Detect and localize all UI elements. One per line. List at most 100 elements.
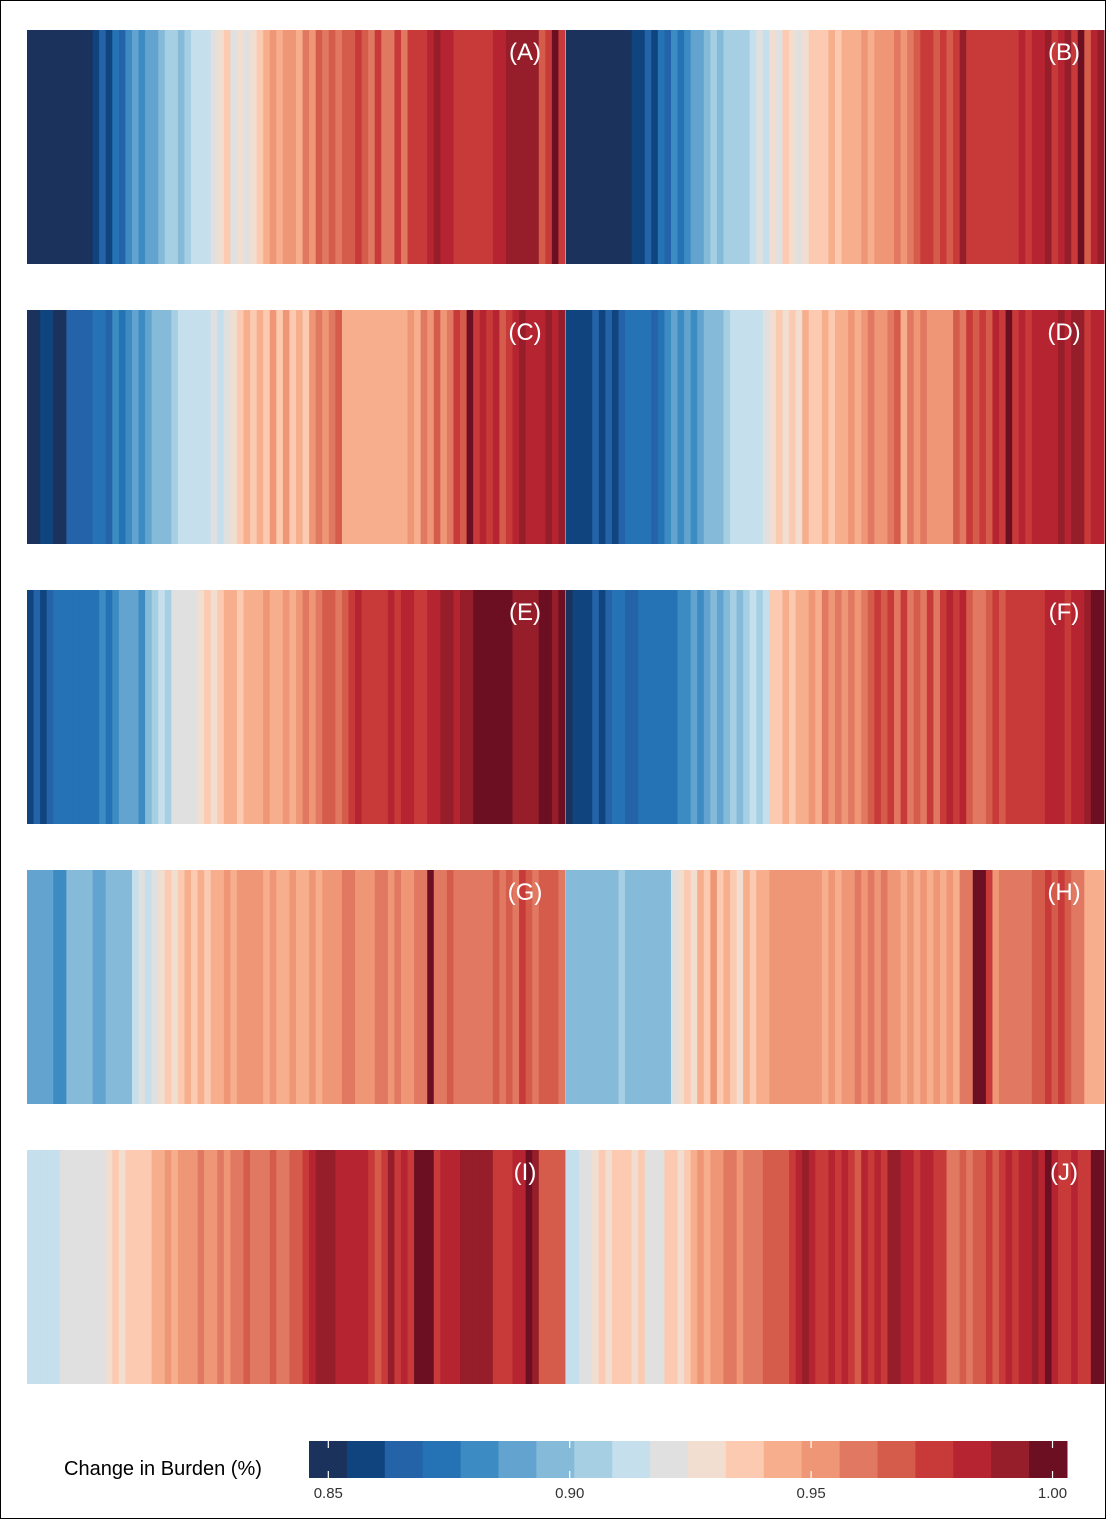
stripe [959, 590, 967, 824]
stripe [263, 310, 271, 544]
stripe [322, 870, 330, 1104]
stripe [519, 1150, 527, 1384]
stripe [625, 590, 633, 824]
stripe [743, 590, 751, 824]
stripe [1025, 1150, 1033, 1384]
stripe [460, 30, 468, 264]
stripe [158, 1150, 166, 1384]
stripe [1025, 310, 1033, 544]
stripe [953, 1150, 961, 1384]
stripe [112, 30, 120, 264]
stripe [1058, 310, 1066, 544]
stripe [519, 590, 527, 824]
stripe [302, 590, 310, 824]
stripe [269, 870, 277, 1104]
stripe [1084, 590, 1092, 824]
stripe [86, 870, 94, 1104]
stripe [158, 870, 166, 1104]
stripe [269, 1150, 277, 1384]
stripe [27, 590, 35, 824]
stripe [164, 310, 172, 544]
stripe [387, 1150, 396, 1384]
stripe [171, 1150, 179, 1384]
stripe [775, 1150, 784, 1384]
stripe [926, 30, 935, 264]
stripe [697, 1150, 705, 1384]
stripe [815, 1150, 823, 1384]
stripe [440, 310, 448, 544]
stripe [59, 590, 67, 824]
stripe [795, 590, 803, 824]
stripe [762, 310, 770, 544]
color-bar-swatch [498, 1441, 537, 1478]
stripe [802, 870, 810, 1104]
stripe [867, 310, 875, 544]
stripe [926, 1150, 935, 1384]
stripe [861, 310, 869, 544]
stripe [263, 590, 271, 824]
stripe [566, 590, 574, 824]
stripe [808, 590, 816, 824]
stripe [920, 1150, 928, 1384]
stripe [585, 870, 593, 1104]
stripe [492, 30, 500, 264]
stripe [145, 1150, 153, 1384]
stripe [730, 1150, 738, 1384]
stripe [1012, 1150, 1020, 1384]
stripe [1077, 870, 1085, 1104]
stripe [1038, 30, 1046, 264]
stripe [499, 1150, 507, 1384]
stripe [191, 310, 199, 544]
stripe [677, 870, 685, 1104]
stripe [835, 870, 843, 1104]
stripe [992, 590, 1000, 824]
stripe [309, 30, 317, 264]
stripe [269, 590, 277, 824]
stripe [328, 590, 336, 824]
stripe [880, 870, 889, 1104]
stripe [697, 30, 705, 264]
stripe [164, 870, 172, 1104]
stripe [762, 870, 770, 1104]
stripe [341, 310, 350, 544]
color-bar-swatch [839, 1441, 878, 1478]
stripe [782, 1150, 790, 1384]
stripe [1018, 30, 1026, 264]
stripe [33, 870, 41, 1104]
stripe [276, 590, 284, 824]
stripe [164, 1150, 172, 1384]
stripe [848, 870, 856, 1104]
stripe [933, 30, 941, 264]
stripe [400, 1150, 409, 1384]
stripe [420, 870, 428, 1104]
color-bar-swatch [801, 1441, 841, 1478]
stripe [953, 310, 961, 544]
stripe [512, 590, 520, 824]
stripe [184, 310, 192, 544]
stripe [289, 1150, 297, 1384]
stripe [913, 310, 921, 544]
stripe [953, 870, 961, 1104]
stripe [374, 310, 382, 544]
stripe [828, 310, 836, 544]
stripe [243, 30, 251, 264]
stripe [638, 310, 646, 544]
stripe [1018, 870, 1026, 1104]
legend-title: Change in Burden (%) [64, 1458, 262, 1480]
stripe [815, 590, 823, 824]
stripe [118, 590, 127, 824]
stripe [532, 870, 540, 1104]
stripe [723, 870, 731, 1104]
stripe [505, 310, 514, 544]
stripe [907, 590, 915, 824]
stripe [420, 1150, 428, 1384]
stripe [99, 590, 107, 824]
stripe [86, 590, 94, 824]
stripe [592, 310, 600, 544]
stripe [848, 30, 856, 264]
stripe [657, 1150, 666, 1384]
stripe [453, 870, 461, 1104]
stripe [644, 30, 652, 264]
stripe [105, 30, 113, 264]
stripe [907, 30, 915, 264]
